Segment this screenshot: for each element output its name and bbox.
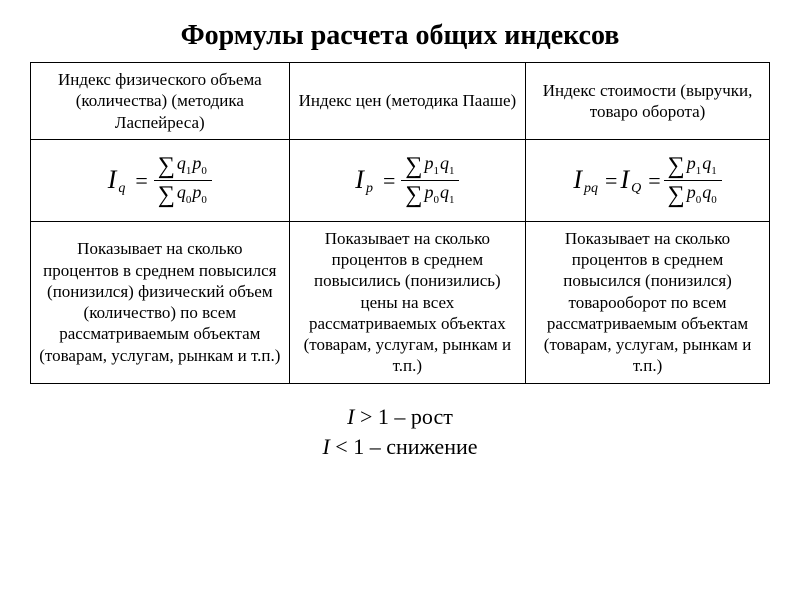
fraction: ∑p1q1 ∑p0q1 [401, 154, 459, 207]
equals-sign: = [648, 167, 660, 195]
col3-formula: Ipq = IQ = ∑p1q1 ∑p0q0 [526, 139, 770, 221]
formula-sub2: Q [631, 180, 641, 198]
sigma-icon: ∑ [405, 154, 422, 178]
sigma-icon: ∑ [668, 154, 685, 178]
equals-sign: = [605, 167, 617, 195]
col1-desc: Показывает на сколько процентов в средне… [31, 221, 290, 383]
footer-line-2: I < 1 – снижение [30, 432, 770, 463]
equals-sign: = [383, 167, 395, 195]
formula-var: I [573, 164, 582, 197]
col3-desc: Показывает на сколько процентов в средне… [526, 221, 770, 383]
col3-header: Индекс стоимости (выручки, товаро оборот… [526, 63, 770, 140]
col2-header: Индекс цен (методика Пааше) [289, 63, 525, 140]
formula-var: I [355, 164, 364, 197]
page-title: Формулы расчета общих индексов [30, 20, 770, 52]
formula-sub: p [366, 180, 373, 198]
indices-table: Индекс физического объема (количества) (… [30, 62, 770, 384]
col1-formula: Iq = ∑q1p0 ∑q0p0 [31, 139, 290, 221]
formula-sub: q [118, 180, 125, 198]
description-row: Показывает на сколько процентов в средне… [31, 221, 770, 383]
sigma-icon: ∑ [405, 183, 422, 207]
sigma-icon: ∑ [158, 154, 175, 178]
footer-line-1: I > 1 – рост [30, 402, 770, 433]
col1-header: Индекс физического объема (количества) (… [31, 63, 290, 140]
col2-desc: Показывает на сколько процентов в средне… [289, 221, 525, 383]
footer-notes: I > 1 – рост I < 1 – снижение [30, 402, 770, 464]
fraction: ∑q1p0 ∑q0p0 [154, 154, 212, 207]
fraction: ∑p1q1 ∑p0q0 [664, 154, 722, 207]
header-row: Индекс физического объема (количества) (… [31, 63, 770, 140]
formula-var2: I [620, 164, 629, 197]
col2-formula: Ip = ∑p1q1 ∑p0q1 [289, 139, 525, 221]
equals-sign: = [135, 167, 147, 195]
formula-row: Iq = ∑q1p0 ∑q0p0 Ip = ∑p1q1 ∑p0q1 Ipq [31, 139, 770, 221]
sigma-icon: ∑ [668, 183, 685, 207]
formula-var: I [108, 164, 117, 197]
sigma-icon: ∑ [158, 183, 175, 207]
formula-sub: pq [584, 180, 598, 198]
